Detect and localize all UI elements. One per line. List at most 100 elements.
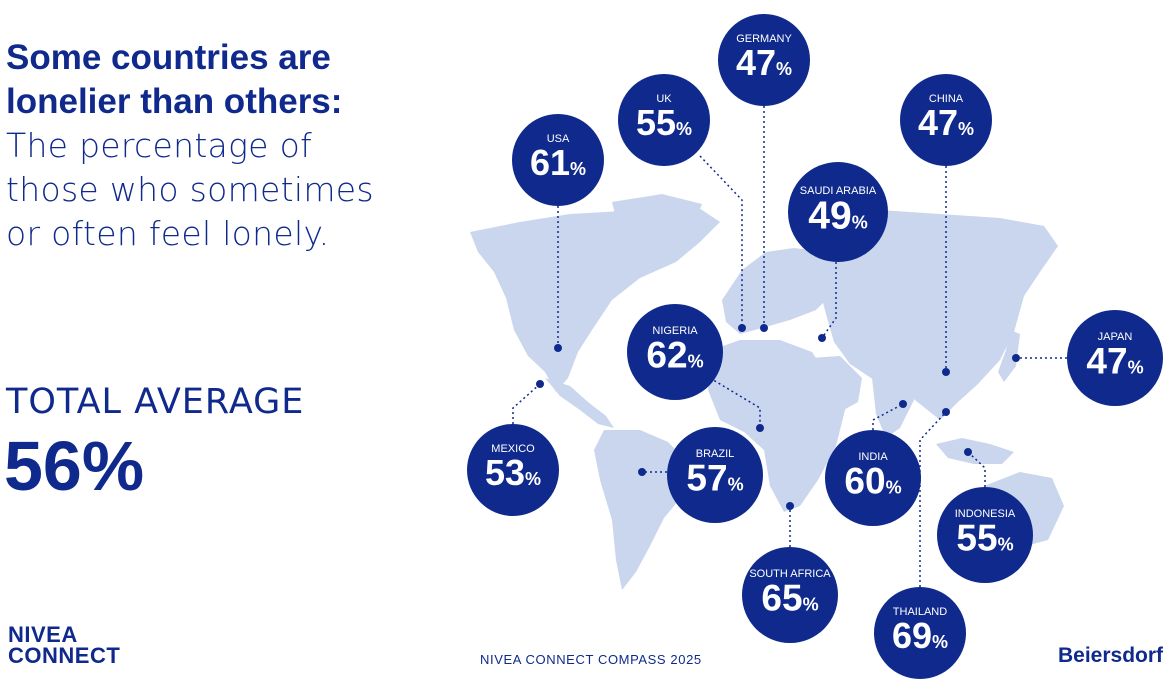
country-name-thailand: THAILAND: [893, 606, 947, 618]
percent-sign: %: [803, 595, 819, 615]
europe-land: [722, 248, 842, 334]
location-dot-china: [942, 368, 950, 376]
leader-line-indonesia: [967, 451, 986, 487]
continents: [470, 194, 1064, 590]
japan-land: [998, 330, 1020, 382]
location-dot-germany: [760, 324, 768, 332]
north-america-land: [470, 202, 720, 392]
bubble-circle-india: [825, 430, 921, 526]
country-name-mexico: MEXICO: [491, 443, 535, 455]
headline: Some countries are lonelier than others:…: [6, 36, 426, 256]
total-average-label: TOTAL AVERAGE: [6, 382, 305, 422]
location-dot-uk: [738, 324, 746, 332]
country-name-brazil: BRAZIL: [696, 448, 735, 460]
leader-line-thailand: [919, 411, 947, 587]
location-dot-mexico: [536, 380, 544, 388]
percent-sign: %: [676, 119, 692, 139]
country-name-japan: JAPAN: [1098, 331, 1133, 343]
country-name-indonesia: INDONESIA: [955, 508, 1016, 520]
leader-lines: [512, 106, 1067, 587]
bubble-circle-south-africa: [742, 547, 838, 643]
location-dot-saudi-arabia: [818, 334, 826, 342]
country-value-brazil: 57%: [686, 458, 743, 499]
total-average-value: 56%: [4, 427, 145, 505]
country-name-germany: GERMANY: [736, 33, 792, 45]
india-land: [872, 376, 914, 438]
location-dot-india: [899, 400, 907, 408]
footer-source: NIVEA CONNECT COMPASS 2025: [480, 652, 702, 667]
headline-bold-line-1: Some countries are: [6, 38, 331, 77]
south-america-land: [594, 430, 690, 590]
location-dot-usa: [554, 344, 562, 352]
location-dot-thailand: [942, 408, 950, 416]
percent-sign: %: [688, 352, 704, 372]
bubble-circle-germany: [718, 14, 810, 106]
headline-line-4: those who sometimes: [6, 170, 374, 209]
location-dots: [536, 324, 1020, 510]
location-dot-japan: [1012, 354, 1020, 362]
leader-line-india: [872, 403, 904, 430]
bubble-circle-usa: [512, 114, 604, 206]
headline-line-5: or often feel lonely.: [6, 214, 330, 253]
percent-sign: %: [1128, 358, 1144, 378]
greenland-land: [612, 194, 702, 250]
country-name-saudi-arabia: SAUDI ARABIA: [800, 185, 877, 197]
logo-line-2: CONNECT: [8, 643, 121, 668]
headline-bold-line-2: lonelier than others:: [6, 82, 343, 121]
bubble-circle-uk: [618, 74, 710, 166]
leader-line-nigeria: [709, 377, 761, 428]
percent-sign: %: [932, 632, 948, 652]
country-name-uk: UK: [656, 93, 672, 105]
bubble-circle-china: [900, 74, 992, 166]
country-name-nigeria: NIGERIA: [652, 325, 698, 337]
country-name-south-africa: SOUTH AFRICA: [749, 568, 831, 580]
logo-line-1: NIVEA: [8, 622, 78, 647]
bubble-circle-mexico: [467, 424, 559, 516]
percent-sign: %: [570, 159, 586, 179]
location-dot-indonesia: [964, 448, 972, 456]
location-dot-nigeria: [756, 424, 764, 432]
africa-land: [708, 340, 846, 512]
bubble-circle-japan: [1067, 310, 1163, 406]
bubble-circle-saudi-arabia: [788, 162, 888, 262]
percent-sign: %: [776, 59, 792, 79]
percent-sign: %: [886, 478, 902, 498]
arabia-land: [810, 356, 862, 412]
central-america-land: [545, 378, 614, 428]
location-dot-south-africa: [786, 502, 794, 510]
nivea-connect-logo: NIVEA CONNECT: [8, 622, 121, 668]
leader-line-saudi-arabia: [821, 262, 837, 339]
location-dot-brazil: [638, 468, 646, 476]
percent-sign: %: [852, 212, 868, 232]
indonesia-land: [936, 438, 1014, 464]
country-value-mexico: 53%: [485, 452, 541, 493]
bubble-circle-nigeria: [627, 304, 723, 400]
bubble-circle-brazil: [667, 427, 763, 523]
country-value-uk: 55%: [636, 102, 692, 143]
country-name-china: CHINA: [929, 93, 964, 105]
leader-line-uk: [699, 155, 743, 328]
leader-line-mexico: [512, 383, 541, 424]
headline-line-3: The percentage of: [6, 126, 312, 165]
percent-sign: %: [958, 119, 974, 139]
bubble-circle-indonesia: [937, 487, 1033, 583]
percent-sign: %: [525, 469, 541, 489]
country-name-usa: USA: [547, 133, 570, 145]
percent-sign: %: [998, 535, 1014, 555]
country-name-india: INDIA: [858, 451, 888, 463]
bubble-circle-thailand: [874, 587, 966, 679]
